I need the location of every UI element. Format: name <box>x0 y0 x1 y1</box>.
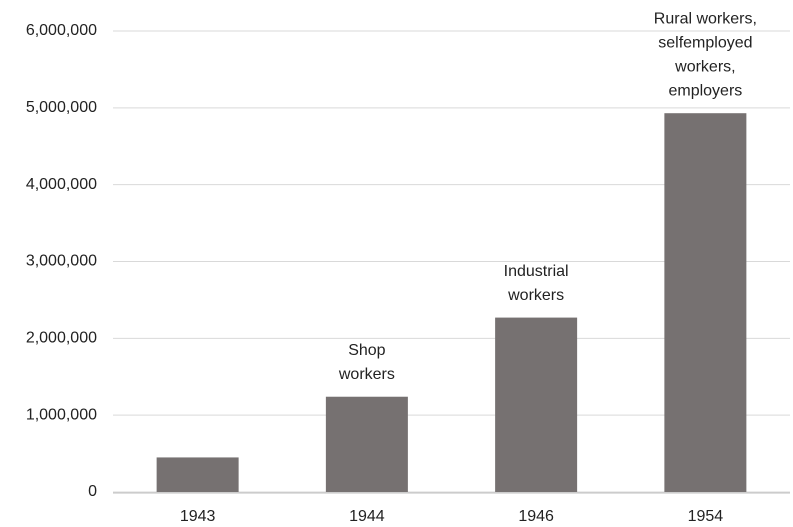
x-tick-label: 1946 <box>518 508 554 525</box>
bar <box>156 457 239 492</box>
bar-annotation: workers <box>507 287 564 304</box>
bar-annotation: workers, <box>674 58 735 75</box>
y-tick-label: 4,000,000 <box>26 176 97 193</box>
bar-annotation: workers <box>338 366 395 383</box>
y-tick-label: 0 <box>88 483 97 500</box>
bar-annotation: Shop <box>348 342 385 359</box>
x-tick-label: 1954 <box>688 508 724 525</box>
x-tick-label: 1944 <box>349 508 385 525</box>
bar-annotation: employers <box>668 82 742 99</box>
bar <box>495 317 578 492</box>
bar <box>664 113 747 492</box>
y-tick-label: 5,000,000 <box>26 99 97 116</box>
y-tick-label: 6,000,000 <box>26 22 97 39</box>
y-tick-label: 2,000,000 <box>26 330 97 347</box>
bar-annotation: Rural workers, <box>654 10 757 27</box>
bar-annotation: selfemployed <box>658 34 752 51</box>
y-tick-label: 1,000,000 <box>26 406 97 423</box>
bar-annotation: Industrial <box>504 263 569 280</box>
x-tick-label: 1943 <box>180 508 216 525</box>
bar <box>325 396 408 492</box>
y-tick-label: 3,000,000 <box>26 253 97 270</box>
